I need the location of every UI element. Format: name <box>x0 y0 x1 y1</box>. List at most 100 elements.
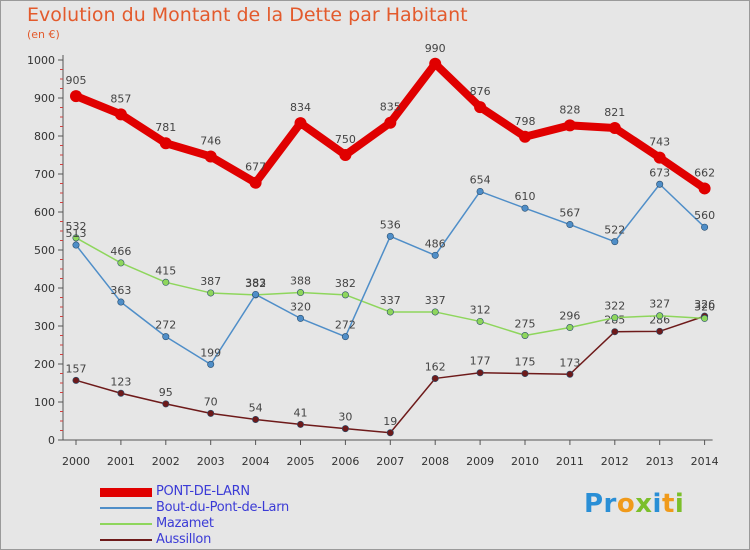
data-label-3: 95 <box>159 386 173 399</box>
x-tick-label: 2003 <box>197 455 225 468</box>
legend-swatch <box>100 488 152 497</box>
data-label-2: 466 <box>110 245 131 258</box>
data-label-2: 320 <box>694 300 715 313</box>
x-tick-label: 2012 <box>601 455 629 468</box>
x-tick-label: 2005 <box>287 455 315 468</box>
data-point-1 <box>72 241 80 249</box>
data-point-2 <box>162 278 170 286</box>
x-tick-label: 2004 <box>242 455 270 468</box>
data-label-1: 486 <box>425 237 446 250</box>
legend-label: Bout-du-Pont-de-Larn <box>156 500 289 515</box>
data-point-3 <box>521 369 529 377</box>
data-point-1 <box>431 251 439 259</box>
data-label-0: 876 <box>470 85 491 98</box>
data-label-0: 835 <box>380 101 401 114</box>
data-label-1: 199 <box>200 346 221 359</box>
data-point-3 <box>476 369 484 377</box>
data-label-0: 834 <box>290 101 311 114</box>
line-chart: 0 100 200 300 400 500 600 700 800 900 1000 2000 2001… <box>27 42 719 468</box>
data-label-1: 560 <box>694 209 715 222</box>
data-point-1 <box>162 333 170 341</box>
data-point-0 <box>653 151 666 164</box>
data-label-2: 296 <box>559 310 580 323</box>
data-point-0 <box>563 119 576 132</box>
data-label-3: 41 <box>294 406 308 419</box>
x-tick-label: 2007 <box>376 455 404 468</box>
data-label-2: 532 <box>66 220 87 233</box>
data-point-0 <box>698 182 711 195</box>
y-tick-label: 400 <box>34 282 55 295</box>
y-tick-label: 900 <box>34 92 55 105</box>
data-point-2 <box>341 291 349 299</box>
data-label-2: 275 <box>515 318 536 331</box>
legend-swatch <box>100 523 152 525</box>
data-label-1: 513 <box>66 227 87 240</box>
data-label-0: 750 <box>335 133 356 146</box>
legend-swatch <box>100 539 152 541</box>
legend-label: PONT-DE-LARN <box>156 484 250 499</box>
data-label-1: 272 <box>155 319 176 332</box>
data-point-0 <box>204 150 217 163</box>
data-label-0: 677 <box>245 161 266 174</box>
data-point-3 <box>611 328 619 336</box>
data-point-3 <box>207 409 215 417</box>
data-point-0 <box>519 130 531 143</box>
data-point-2 <box>117 259 125 267</box>
data-label-0: 905 <box>66 74 87 87</box>
data-point-2 <box>72 234 80 242</box>
data-label-2: 337 <box>425 294 446 307</box>
data-label-0: 743 <box>649 136 670 149</box>
data-point-0 <box>294 117 307 130</box>
data-point-3 <box>431 374 439 382</box>
data-label-3: 30 <box>338 411 352 424</box>
data-point-1 <box>207 360 215 368</box>
data-point-0 <box>159 137 172 150</box>
data-label-2: 327 <box>649 298 670 311</box>
data-point-1 <box>611 238 619 246</box>
data-label-0: 798 <box>515 115 536 128</box>
data-label-3: 162 <box>425 360 446 373</box>
data-point-2 <box>431 308 439 316</box>
data-label-1: 383 <box>245 276 266 289</box>
x-tick-label: 2001 <box>107 455 135 468</box>
y-tick-label: 300 <box>34 320 55 333</box>
data-point-3 <box>162 400 170 408</box>
data-point-0 <box>608 122 621 135</box>
data-point-1 <box>386 232 394 240</box>
data-label-1: 320 <box>290 300 311 313</box>
data-point-2 <box>656 312 664 320</box>
data-label-1: 654 <box>470 173 491 186</box>
data-point-0 <box>384 116 397 129</box>
data-point-2 <box>207 289 215 297</box>
data-point-1 <box>566 221 574 229</box>
x-tick-label: 2014 <box>691 455 719 468</box>
data-label-1: 567 <box>559 207 580 220</box>
legend-swatch <box>100 507 152 509</box>
data-label-2: 388 <box>290 275 311 288</box>
data-label-3: 177 <box>470 355 491 368</box>
data-label-0: 781 <box>155 121 176 134</box>
data-point-0 <box>114 108 127 121</box>
y-tick-label: 700 <box>34 168 55 181</box>
legend-label: Aussillon <box>156 532 212 547</box>
data-point-1 <box>656 180 664 188</box>
data-point-2 <box>386 308 394 316</box>
data-label-1: 673 <box>649 166 670 179</box>
x-tick-label: 2013 <box>646 455 674 468</box>
data-point-0 <box>339 149 352 161</box>
data-label-2: 382 <box>335 277 356 290</box>
data-label-1: 272 <box>335 319 356 332</box>
data-label-3: 70 <box>204 395 218 408</box>
data-label-0: 990 <box>425 42 446 55</box>
data-label-3: 54 <box>249 401 263 414</box>
data-label-0: 828 <box>559 103 580 116</box>
data-label-3: 175 <box>515 356 536 369</box>
data-point-2 <box>566 324 574 332</box>
y-tick-label: 800 <box>34 130 55 143</box>
data-label-2: 387 <box>200 275 221 288</box>
data-label-1: 522 <box>604 224 625 237</box>
data-point-3 <box>117 389 125 397</box>
data-point-1 <box>476 187 484 195</box>
data-label-0: 857 <box>110 92 131 105</box>
